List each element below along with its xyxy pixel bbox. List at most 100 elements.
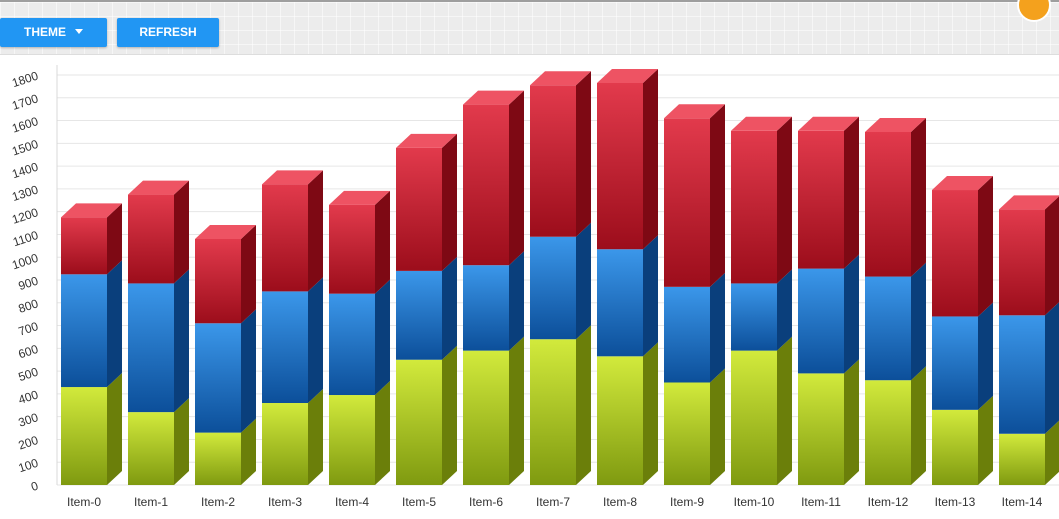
y-tick-label: 700: [17, 319, 41, 339]
y-tick-label: 400: [17, 387, 41, 407]
x-tick-label: Item-10: [734, 495, 775, 509]
bar-side: [241, 225, 256, 324]
bar-stack: [262, 170, 323, 485]
bar-top: [463, 90, 524, 105]
bar-segment: [195, 239, 241, 324]
x-tick-label: Item-6: [469, 495, 503, 509]
bar-side: [174, 180, 189, 284]
bar-stack: [329, 190, 390, 485]
bar-segment: [999, 315, 1045, 434]
bar-top: [530, 71, 591, 86]
bar-side: [509, 336, 524, 485]
bar-segment: [597, 356, 643, 485]
bar-segment: [798, 130, 844, 269]
bar-segment: [61, 217, 107, 275]
bar-stack: [865, 117, 926, 485]
bar-side: [777, 336, 792, 485]
bar-segment: [731, 283, 777, 351]
bar-side: [375, 190, 390, 294]
bar-segment: [731, 350, 777, 485]
y-tick-label: 1300: [10, 182, 40, 204]
bar-segment: [999, 433, 1045, 485]
bar-top: [664, 104, 725, 119]
y-tick-label: 1800: [10, 68, 40, 90]
bar-side: [643, 342, 658, 485]
y-tick-label: 1700: [10, 91, 40, 113]
bar-stack: [61, 203, 122, 485]
bar-side: [978, 176, 993, 317]
bar-segment: [798, 373, 844, 485]
bar-side: [241, 418, 256, 485]
bar-segment: [597, 82, 643, 250]
bar-side: [643, 68, 658, 250]
x-tick-label: Item-14: [1002, 495, 1043, 509]
bar-segment: [999, 209, 1045, 316]
bar-side: [308, 389, 323, 485]
bar-segment: [329, 395, 375, 485]
x-tick-label: Item-7: [536, 495, 570, 509]
bar-side: [241, 309, 256, 433]
bar-side: [174, 398, 189, 485]
refresh-button-label: REFRESH: [139, 25, 197, 39]
x-tick-label: Item-13: [935, 495, 976, 509]
bar-top: [731, 116, 792, 131]
x-tick-label: Item-12: [868, 495, 909, 509]
y-tick-label: 1200: [10, 205, 40, 227]
bar-segment: [195, 323, 241, 433]
x-tick-label: Item-9: [670, 495, 704, 509]
bar-side: [375, 381, 390, 485]
bar-side: [375, 279, 390, 396]
y-tick-label: 800: [17, 296, 41, 316]
bar-side: [911, 262, 926, 381]
y-tick-label: 100: [17, 456, 41, 476]
bar-segment: [530, 236, 576, 340]
bar-segment: [329, 293, 375, 396]
bar-side: [442, 133, 457, 271]
bar-top: [262, 170, 323, 185]
bar-side: [643, 235, 658, 357]
floating-action-button[interactable]: [1017, 0, 1051, 22]
bar-segment: [396, 359, 442, 485]
x-tick-label: Item-11: [801, 495, 841, 509]
bar-stack: [932, 176, 993, 485]
refresh-button[interactable]: REFRESH: [117, 18, 219, 47]
bar-segment: [932, 316, 978, 410]
bar-side: [509, 90, 524, 266]
x-tick-label: Item-5: [402, 495, 436, 509]
bar-top: [798, 116, 859, 131]
bar-top: [128, 180, 189, 195]
bar-side: [107, 373, 122, 485]
y-tick-label: 200: [17, 433, 41, 453]
y-tick-label: 1400: [10, 160, 40, 182]
bar-side: [911, 366, 926, 485]
bar-segment: [664, 118, 710, 287]
x-tick-label: Item-8: [603, 495, 637, 509]
bar-segment: [463, 350, 509, 485]
y-tick-label: 1000: [10, 251, 40, 273]
bar-segment: [329, 204, 375, 294]
bar-segment: [195, 432, 241, 485]
bar-segment: [932, 409, 978, 485]
bar-segment: [865, 380, 911, 485]
bar-segment: [128, 412, 174, 485]
bar-top: [865, 117, 926, 132]
bar-side: [710, 368, 725, 485]
x-tick-label: Item-2: [201, 495, 235, 509]
y-tick-label: 1500: [10, 137, 40, 159]
bar-side: [844, 116, 859, 269]
theme-button[interactable]: THEME: [0, 18, 107, 47]
bar-segment: [932, 190, 978, 317]
y-tick-label: 0: [29, 478, 40, 493]
bar-side: [442, 345, 457, 485]
bar-segment: [61, 274, 107, 388]
bar-side: [911, 117, 926, 277]
bar-segment: [262, 403, 308, 485]
bar-segment: [731, 130, 777, 284]
bar-segment: [262, 291, 308, 403]
bar-segment: [396, 270, 442, 360]
bar-side: [442, 256, 457, 360]
theme-button-label: THEME: [24, 25, 66, 39]
